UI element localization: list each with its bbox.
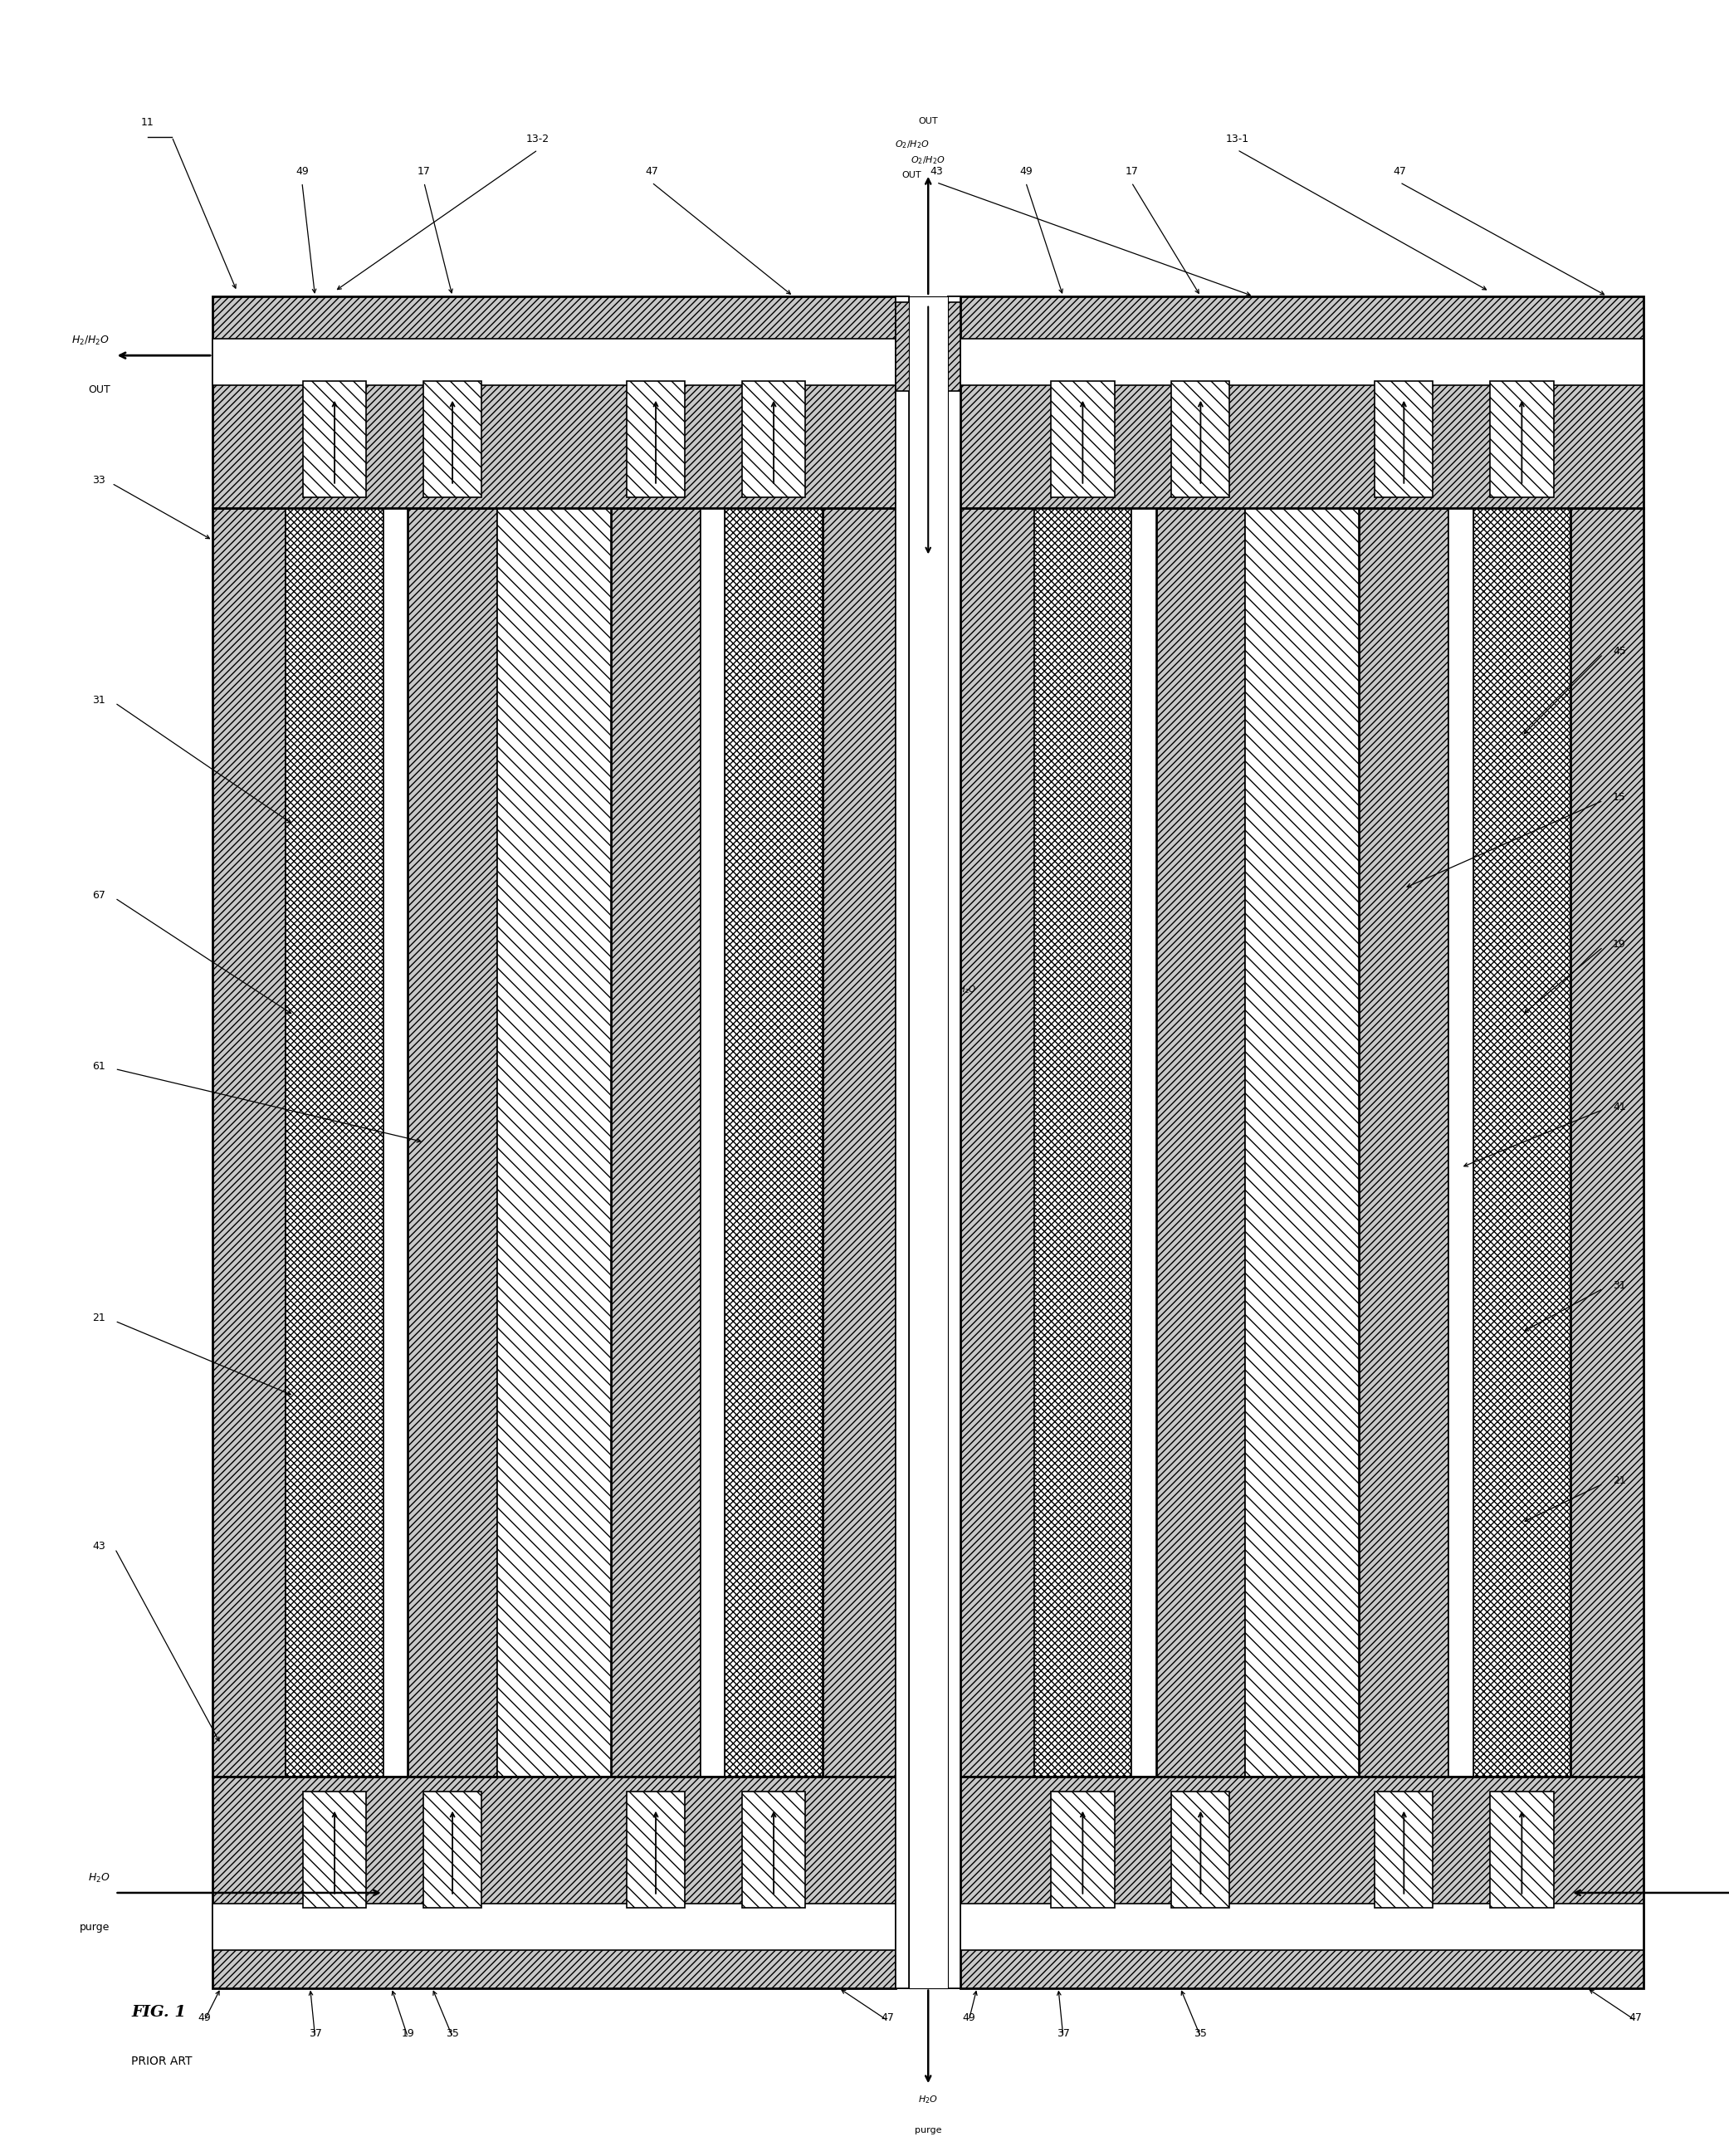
- Bar: [947, 295, 961, 1988]
- Bar: [896, 302, 961, 392]
- Text: 47: 47: [882, 2012, 894, 2022]
- Text: 13-1: 13-1: [1226, 134, 1248, 144]
- Text: 49: 49: [1018, 166, 1032, 177]
- Bar: [1490, 382, 1554, 498]
- Text: 41: 41: [1613, 1102, 1625, 1112]
- Text: 35: 35: [1195, 2029, 1207, 2040]
- Text: 43: 43: [930, 166, 942, 177]
- Text: purge: purge: [80, 1923, 111, 1934]
- Text: 17: 17: [1126, 166, 1138, 177]
- Text: 21: 21: [92, 1313, 105, 1324]
- Text: $H_2O$: $H_2O$: [88, 1871, 111, 1884]
- Bar: [947, 295, 961, 1988]
- Bar: [1245, 507, 1359, 1777]
- Text: $H_2O$: $H_2O$: [918, 2093, 939, 2104]
- Text: 43: 43: [92, 1542, 105, 1552]
- Bar: [626, 1792, 685, 1908]
- Bar: [1157, 507, 1245, 1777]
- Bar: [1051, 1792, 1115, 1908]
- Bar: [742, 1792, 806, 1908]
- Text: 19: 19: [1613, 938, 1625, 949]
- Bar: [1375, 1792, 1433, 1908]
- Bar: [213, 295, 896, 507]
- Text: $H_2/H_2O$: $H_2/H_2O$: [944, 983, 977, 996]
- Text: 33: 33: [1613, 474, 1625, 485]
- Text: OUT: OUT: [903, 170, 922, 179]
- Text: 31: 31: [92, 694, 105, 705]
- Bar: [961, 1904, 1644, 1949]
- Text: OUT: OUT: [88, 384, 111, 395]
- Text: $H_2O$: $H_2O$: [944, 1542, 963, 1554]
- Bar: [1051, 382, 1115, 498]
- Bar: [896, 295, 909, 1988]
- Bar: [961, 1777, 1644, 1988]
- Bar: [408, 507, 498, 1777]
- Text: 37: 37: [1056, 2029, 1070, 2040]
- Bar: [424, 382, 482, 498]
- Text: $H_2/H_2O$: $H_2/H_2O$: [73, 334, 111, 347]
- Text: 47: 47: [645, 166, 659, 177]
- Text: 13-2: 13-2: [526, 134, 550, 144]
- Text: in: in: [944, 1595, 953, 1604]
- Bar: [1034, 507, 1131, 1777]
- Bar: [1375, 382, 1433, 498]
- Bar: [626, 382, 685, 498]
- Bar: [213, 1904, 896, 1949]
- Text: 49: 49: [963, 2012, 975, 2022]
- Bar: [610, 507, 700, 1777]
- Text: 19: 19: [401, 2029, 415, 2040]
- Bar: [724, 507, 823, 1777]
- Text: 49: 49: [296, 166, 308, 177]
- Text: 17: 17: [417, 166, 431, 177]
- Text: 31: 31: [1613, 1281, 1625, 1291]
- Text: 11: 11: [142, 116, 154, 127]
- Bar: [1172, 1792, 1229, 1908]
- Bar: [303, 1792, 367, 1908]
- Bar: [285, 507, 384, 1777]
- Text: $O_2/H_2O$: $O_2/H_2O$: [894, 138, 928, 151]
- Bar: [498, 507, 610, 1777]
- Bar: [909, 295, 947, 1988]
- Bar: [961, 338, 1644, 386]
- Bar: [1473, 507, 1570, 1777]
- Bar: [1359, 507, 1449, 1777]
- Bar: [213, 507, 285, 1777]
- Bar: [1131, 507, 1157, 1777]
- Bar: [1449, 507, 1473, 1777]
- Bar: [424, 1792, 482, 1908]
- Bar: [213, 338, 896, 386]
- Text: OUT: OUT: [918, 116, 939, 125]
- Text: 37: 37: [308, 2029, 322, 2040]
- Bar: [961, 295, 1644, 507]
- Bar: [742, 382, 806, 498]
- Text: 47: 47: [1394, 166, 1406, 177]
- Bar: [961, 507, 1034, 1777]
- Text: PRIOR ART: PRIOR ART: [131, 2055, 192, 2068]
- Text: 61: 61: [92, 1061, 105, 1072]
- Bar: [384, 507, 408, 1777]
- Bar: [1172, 382, 1229, 498]
- Text: 33: 33: [92, 474, 105, 485]
- Bar: [1570, 507, 1644, 1777]
- Bar: [303, 382, 367, 498]
- Bar: [1490, 1792, 1554, 1908]
- Bar: [823, 507, 896, 1777]
- Text: $O_2/H_2O$: $O_2/H_2O$: [911, 155, 946, 166]
- Bar: [896, 295, 909, 1988]
- Bar: [213, 1777, 896, 1988]
- Text: 45: 45: [1613, 647, 1625, 658]
- Text: 67: 67: [92, 890, 105, 901]
- Text: 49: 49: [197, 2012, 211, 2022]
- Text: 21: 21: [1613, 1475, 1625, 1485]
- Text: FIG. 1: FIG. 1: [131, 2005, 187, 2020]
- Text: 47: 47: [1629, 2012, 1643, 2022]
- Text: purge: purge: [915, 2126, 942, 2134]
- Text: 15: 15: [1613, 791, 1625, 802]
- Text: 35: 35: [446, 2029, 460, 2040]
- Text: OUT: OUT: [944, 1037, 963, 1046]
- Bar: [700, 507, 724, 1777]
